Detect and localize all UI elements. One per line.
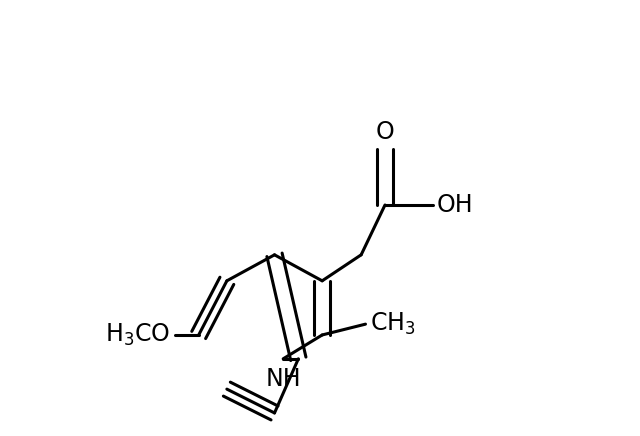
Text: O: O — [376, 120, 394, 144]
Text: CH$_3$: CH$_3$ — [370, 311, 415, 337]
Text: H$_3$CO: H$_3$CO — [106, 322, 170, 348]
Text: NH: NH — [266, 368, 301, 392]
Text: OH: OH — [437, 193, 474, 217]
